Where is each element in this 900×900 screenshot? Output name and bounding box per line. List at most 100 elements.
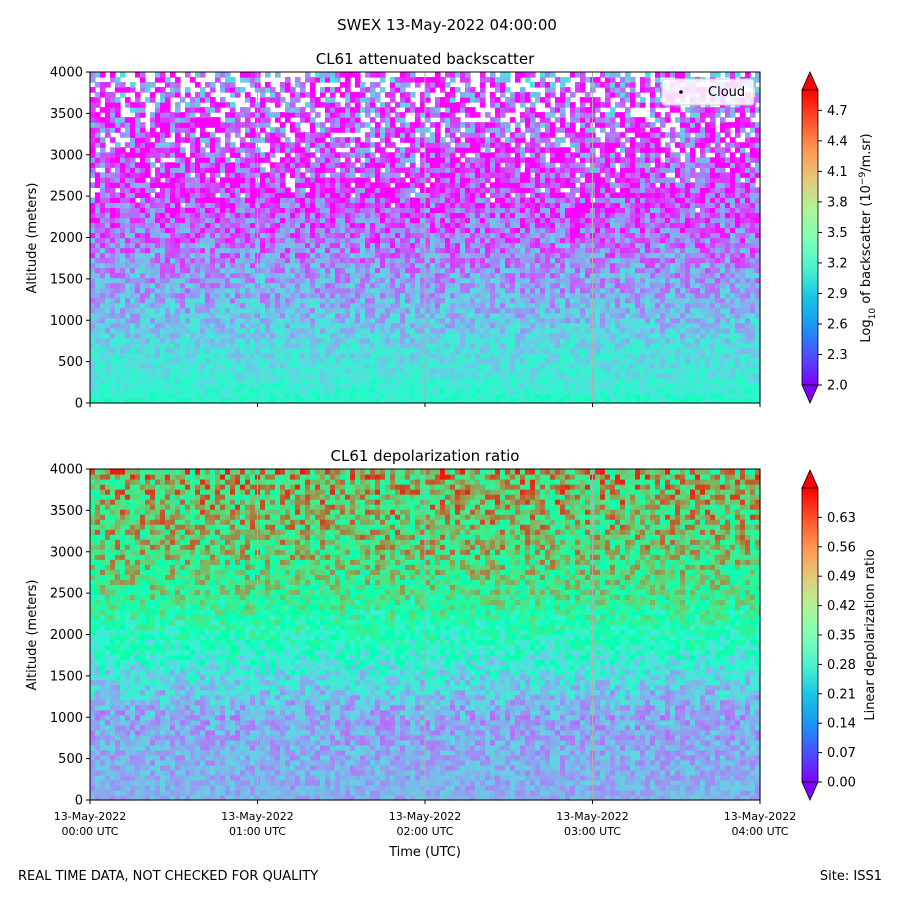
heatmap-cell (550, 242, 556, 249)
heatmap-cell (530, 217, 536, 224)
heatmap-cell (650, 217, 656, 224)
heatmap-cell (130, 317, 136, 324)
heatmap-cell (435, 362, 441, 369)
heatmap-cell (510, 397, 516, 404)
heatmap-cell (640, 252, 646, 259)
heatmap-cell (520, 312, 526, 319)
heatmap-cell (135, 267, 141, 274)
heatmap-cell (700, 287, 706, 294)
heatmap-cell (395, 307, 401, 314)
heatmap-cell (320, 257, 326, 264)
heatmap-cell (670, 267, 676, 274)
heatmap-cell (695, 267, 701, 274)
heatmap-cell (290, 227, 296, 234)
heatmap-cell (365, 337, 371, 344)
heatmap-cell (350, 332, 356, 339)
heatmap-cell (750, 362, 756, 369)
heatmap-cell (270, 352, 276, 359)
heatmap-cell (515, 387, 521, 394)
heatmap-cell (645, 377, 651, 384)
heatmap-cell (645, 322, 651, 329)
heatmap-cell (540, 327, 546, 334)
heatmap-cell (370, 317, 376, 324)
heatmap-cell (175, 292, 181, 299)
heatmap-cell (705, 332, 711, 339)
heatmap-cell (340, 352, 346, 359)
heatmap-cell (170, 347, 176, 354)
heatmap-cell (445, 262, 451, 269)
heatmap-cell (295, 337, 301, 344)
heatmap-cell (265, 217, 271, 224)
heatmap-cell (430, 382, 436, 389)
heatmap-cell (410, 317, 416, 324)
heatmap-cell (560, 232, 566, 239)
heatmap-cell (135, 297, 141, 304)
heatmap-cell (345, 357, 351, 364)
heatmap-cell (270, 337, 276, 344)
heatmap-cell (200, 332, 206, 339)
heatmap-cell (170, 282, 176, 289)
heatmap-cell (265, 337, 271, 344)
heatmap-cell (150, 287, 156, 294)
heatmap-cell (710, 232, 716, 239)
heatmap-cell (305, 327, 311, 334)
heatmap-cell (135, 272, 141, 279)
heatmap-cell (510, 292, 516, 299)
heatmap-cell (390, 317, 396, 324)
heatmap-cell (415, 247, 421, 254)
heatmap-cell (515, 217, 521, 224)
heatmap-cell (230, 222, 236, 229)
heatmap-cell (250, 222, 256, 229)
heatmap-cell (170, 287, 176, 294)
heatmap-cell (140, 302, 146, 309)
heatmap-cell (385, 347, 391, 354)
heatmap-cell (155, 327, 161, 334)
heatmap-cell (750, 257, 756, 264)
heatmap-cell (355, 242, 361, 249)
heatmap-cell (615, 272, 621, 279)
heatmap-cell (215, 257, 221, 264)
heatmap-cell (270, 257, 276, 264)
heatmap-cell (275, 257, 281, 264)
heatmap-cell (470, 242, 476, 249)
heatmap-cell (440, 312, 446, 319)
heatmap-cell (275, 302, 281, 309)
heatmap-cell (405, 262, 411, 269)
heatmap-cell (215, 212, 221, 219)
heatmap-cell (645, 317, 651, 324)
heatmap-cell (650, 252, 656, 259)
heatmap-cell (150, 272, 156, 279)
heatmap-cell (570, 337, 576, 344)
heatmap-cell (460, 387, 466, 394)
heatmap-cell (460, 282, 466, 289)
heatmap-cell (130, 382, 136, 389)
heatmap-cell (480, 237, 486, 244)
heatmap-cell (250, 217, 256, 224)
heatmap-cell (720, 217, 726, 224)
heatmap-cell (110, 362, 116, 369)
heatmap-cell (465, 242, 471, 249)
heatmap-cell (710, 327, 716, 334)
heatmap-cell (465, 397, 471, 404)
heatmap-cell (400, 242, 406, 249)
heatmap-cell (135, 392, 141, 399)
heatmap-cell (270, 252, 276, 259)
heatmap-cell (685, 282, 691, 289)
heatmap-cell (720, 362, 726, 369)
heatmap-cell (425, 217, 431, 224)
heatmap-cell (515, 252, 521, 259)
heatmap-cell (335, 382, 341, 389)
heatmap-cell (200, 237, 206, 244)
heatmap-cell (610, 392, 616, 399)
heatmap-cell (510, 372, 516, 379)
heatmap-cell (145, 347, 151, 354)
heatmap-cell (630, 342, 636, 349)
heatmap-cell (450, 292, 456, 299)
heatmap-cell (725, 267, 731, 274)
heatmap-cell (670, 352, 676, 359)
heatmap-cell (425, 322, 431, 329)
heatmap-cell (740, 282, 746, 289)
heatmap-cell (720, 292, 726, 299)
heatmap-cell (465, 222, 471, 229)
heatmap-cell (585, 307, 591, 314)
